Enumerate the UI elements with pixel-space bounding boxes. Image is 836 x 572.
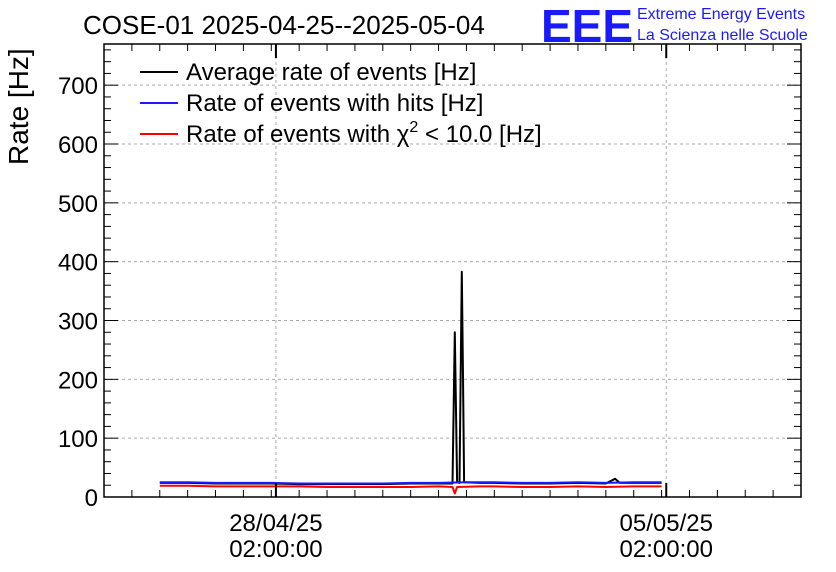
- x-tick-label-date: 28/04/25: [229, 510, 322, 537]
- y-tick-label: 200: [58, 367, 98, 394]
- legend-label-chi2: Rate of events with χ2 < 10.0 [Hz]: [186, 119, 542, 148]
- series-lines: [159, 270, 662, 495]
- y-tick-label: 500: [58, 191, 98, 218]
- x-tick-label-date: 05/05/25: [620, 510, 713, 537]
- y-tick-label: 600: [58, 132, 98, 159]
- y-tick-label: 0: [85, 485, 98, 512]
- x-tick-label-time: 02:00:00: [229, 536, 322, 563]
- grid: [104, 44, 801, 497]
- y-tick-label: 700: [58, 73, 98, 100]
- legend-chi2-prefix: Rate of events with: [186, 121, 397, 148]
- plot-area-border: [103, 43, 802, 498]
- y-tick-label: 300: [58, 309, 98, 336]
- eee-logo: EEE Extreme Energy Events La Scienza nel…: [541, 0, 808, 52]
- eee-logo-line1: Extreme Energy Events: [637, 6, 805, 23]
- legend-chi2-superscript: 2: [409, 119, 418, 136]
- y-axis-label: Rate [Hz]: [3, 48, 34, 165]
- legend: Average rate of events [Hz] Rate of even…: [140, 59, 542, 148]
- y-tick-label: 100: [58, 426, 98, 453]
- y-tick-label: 400: [58, 250, 98, 277]
- legend-chi2-symbol: χ: [397, 121, 410, 148]
- series-average-line: [159, 270, 662, 486]
- plot-frame: [103, 43, 802, 498]
- chart-title: COSE-01 2025-04-25--2025-05-04: [83, 10, 485, 40]
- series-hits-line: [159, 481, 662, 485]
- series-chi2-line: [159, 484, 662, 495]
- legend-label-hits: Rate of events with hits [Hz]: [186, 90, 483, 117]
- y-axis: 0 100 200 300 400 500 600 700: [58, 49, 801, 512]
- x-tick-label-time: 02:00:00: [620, 536, 713, 563]
- eee-logo-line2: La Scienza nelle Scuole: [637, 27, 808, 44]
- legend-chi2-suffix: < 10.0 [Hz]: [418, 121, 541, 148]
- legend-label-average: Average rate of events [Hz]: [186, 59, 476, 86]
